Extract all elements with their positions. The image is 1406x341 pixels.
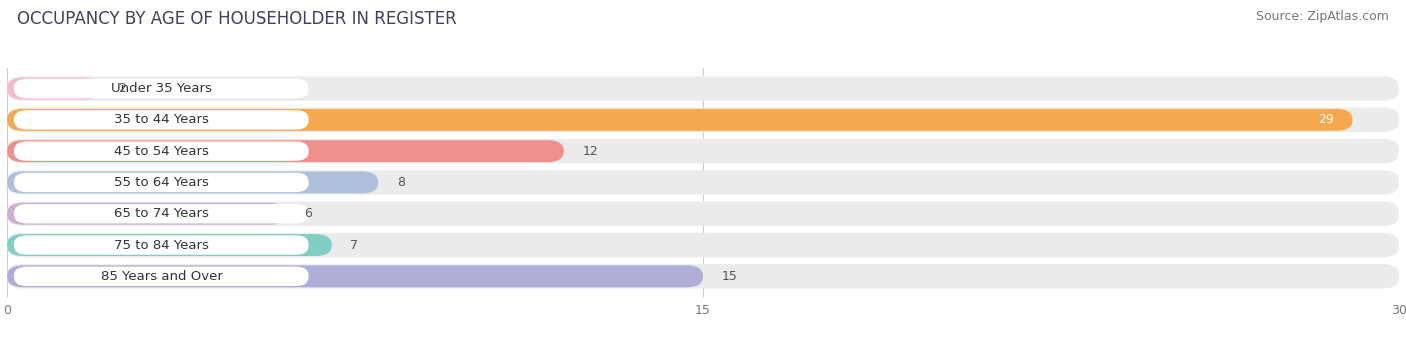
Text: 45 to 54 Years: 45 to 54 Years <box>114 145 209 158</box>
Text: 75 to 84 Years: 75 to 84 Years <box>114 239 209 252</box>
Text: OCCUPANCY BY AGE OF HOUSEHOLDER IN REGISTER: OCCUPANCY BY AGE OF HOUSEHOLDER IN REGIS… <box>17 10 457 28</box>
FancyBboxPatch shape <box>14 235 309 255</box>
Text: 7: 7 <box>350 239 359 252</box>
FancyBboxPatch shape <box>7 234 332 256</box>
FancyBboxPatch shape <box>7 108 1399 132</box>
Text: 55 to 64 Years: 55 to 64 Years <box>114 176 209 189</box>
FancyBboxPatch shape <box>7 202 1399 226</box>
FancyBboxPatch shape <box>7 140 564 162</box>
FancyBboxPatch shape <box>7 203 285 225</box>
FancyBboxPatch shape <box>14 142 309 161</box>
FancyBboxPatch shape <box>7 233 1399 257</box>
FancyBboxPatch shape <box>14 79 309 98</box>
Text: 2: 2 <box>118 82 127 95</box>
FancyBboxPatch shape <box>7 78 100 100</box>
Text: 15: 15 <box>721 270 737 283</box>
Text: Under 35 Years: Under 35 Years <box>111 82 212 95</box>
Text: 35 to 44 Years: 35 to 44 Years <box>114 113 209 126</box>
FancyBboxPatch shape <box>7 265 703 287</box>
FancyBboxPatch shape <box>7 139 1399 163</box>
FancyBboxPatch shape <box>7 264 1399 288</box>
FancyBboxPatch shape <box>7 109 1353 131</box>
Text: Source: ZipAtlas.com: Source: ZipAtlas.com <box>1256 10 1389 23</box>
Text: 12: 12 <box>582 145 598 158</box>
Text: 65 to 74 Years: 65 to 74 Years <box>114 207 209 220</box>
FancyBboxPatch shape <box>14 267 309 286</box>
FancyBboxPatch shape <box>14 204 309 223</box>
Text: 6: 6 <box>304 207 312 220</box>
Text: 29: 29 <box>1319 113 1334 126</box>
Text: 8: 8 <box>396 176 405 189</box>
FancyBboxPatch shape <box>14 173 309 192</box>
FancyBboxPatch shape <box>7 172 378 193</box>
Text: 85 Years and Over: 85 Years and Over <box>101 270 222 283</box>
FancyBboxPatch shape <box>14 110 309 130</box>
FancyBboxPatch shape <box>7 76 1399 101</box>
FancyBboxPatch shape <box>7 170 1399 195</box>
